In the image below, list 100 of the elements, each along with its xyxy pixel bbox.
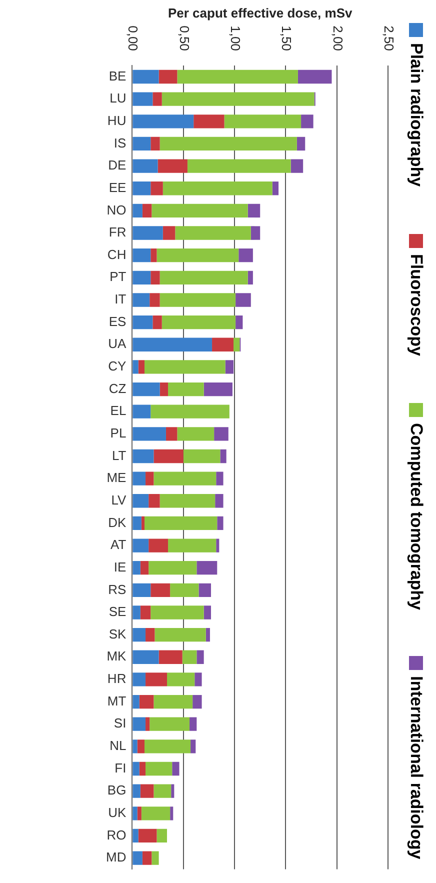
y-tick-label: BE (108, 68, 127, 84)
y-tick-label: SE (108, 604, 127, 620)
y-tick-label: UK (108, 804, 127, 820)
bar (160, 136, 297, 151)
bar (225, 360, 234, 374)
y-tick-label: FI (114, 760, 126, 776)
y-tick-label: RS (108, 582, 127, 597)
bar (150, 606, 204, 620)
y-tick-label: AT (110, 537, 126, 552)
y-tick-label: ME (106, 470, 127, 486)
legend-label: Fluoroscopy (407, 254, 426, 356)
bar (162, 315, 236, 330)
bar (146, 672, 168, 686)
bar (183, 449, 220, 464)
bar (158, 650, 182, 664)
bar (198, 583, 211, 598)
bar (137, 806, 142, 820)
bar (132, 427, 166, 441)
bar (160, 293, 236, 307)
bar (152, 851, 159, 865)
bar (216, 538, 220, 552)
bar (248, 204, 260, 218)
bar (132, 828, 138, 843)
x-tick-label: 0,50 (176, 26, 192, 51)
bar (132, 538, 149, 552)
bar (192, 694, 202, 709)
bar (162, 92, 314, 106)
y-tick-label: HU (107, 112, 126, 128)
bar (236, 293, 251, 307)
bar (172, 762, 180, 776)
bar (132, 114, 194, 128)
bar (132, 606, 140, 620)
bar (154, 694, 193, 709)
bar (132, 182, 151, 196)
bar (215, 494, 224, 508)
legend-label: International radiology (407, 676, 426, 860)
bar (132, 449, 154, 464)
bar (150, 182, 163, 196)
bar (206, 628, 210, 642)
bar (162, 226, 176, 240)
bar (144, 360, 226, 374)
bar (160, 382, 168, 396)
bar (190, 717, 197, 731)
bar (132, 806, 138, 820)
bar (154, 628, 206, 642)
x-axis-title: Per caput effective dose, mSv (168, 5, 353, 20)
y-tick-label: MK (106, 648, 127, 664)
y-tick-label: MD (106, 850, 126, 865)
bar (137, 740, 144, 754)
x-tick-label: 1,50 (279, 26, 294, 51)
bar (132, 360, 138, 374)
bar (138, 828, 157, 843)
bar (150, 717, 190, 731)
bar (162, 182, 272, 196)
bar (160, 494, 216, 508)
bar (212, 338, 234, 352)
bar (132, 561, 140, 575)
bar (194, 672, 202, 686)
bar (152, 92, 162, 106)
bar (167, 672, 195, 686)
y-tick-label: LT (112, 448, 126, 463)
bar (132, 404, 151, 418)
bar (141, 516, 144, 530)
bar (146, 717, 150, 731)
bar (214, 427, 228, 441)
bar (132, 92, 153, 106)
bar (132, 338, 212, 352)
y-tick-label: IE (114, 559, 127, 574)
bar (168, 382, 204, 396)
bar (298, 70, 332, 84)
legend-label: Plain radiography (407, 43, 426, 187)
bar (182, 650, 197, 664)
y-tick-label: DK (108, 514, 127, 530)
bar (132, 70, 159, 84)
y-tick-label: ES (108, 314, 127, 329)
bar (301, 114, 314, 128)
bar (196, 561, 218, 575)
bar (148, 538, 168, 552)
y-tick-label: IT (114, 292, 126, 307)
bar (132, 583, 151, 598)
bar (139, 762, 146, 776)
bar (140, 561, 149, 575)
bar (150, 136, 160, 151)
bar (146, 762, 172, 776)
bar (177, 70, 298, 84)
y-tick-label: LU (110, 90, 126, 106)
bar (132, 204, 142, 218)
y-tick-label: SK (108, 626, 127, 642)
bar (238, 248, 253, 262)
bar (152, 204, 248, 218)
bar (150, 248, 157, 262)
bar (152, 315, 162, 330)
bar (234, 338, 240, 352)
bar (168, 538, 216, 552)
bar (158, 70, 178, 84)
y-tick-label: NO (106, 202, 126, 218)
bar (132, 628, 146, 642)
bar (150, 404, 230, 418)
bar (132, 494, 149, 508)
y-tick-label: EE (108, 180, 127, 195)
